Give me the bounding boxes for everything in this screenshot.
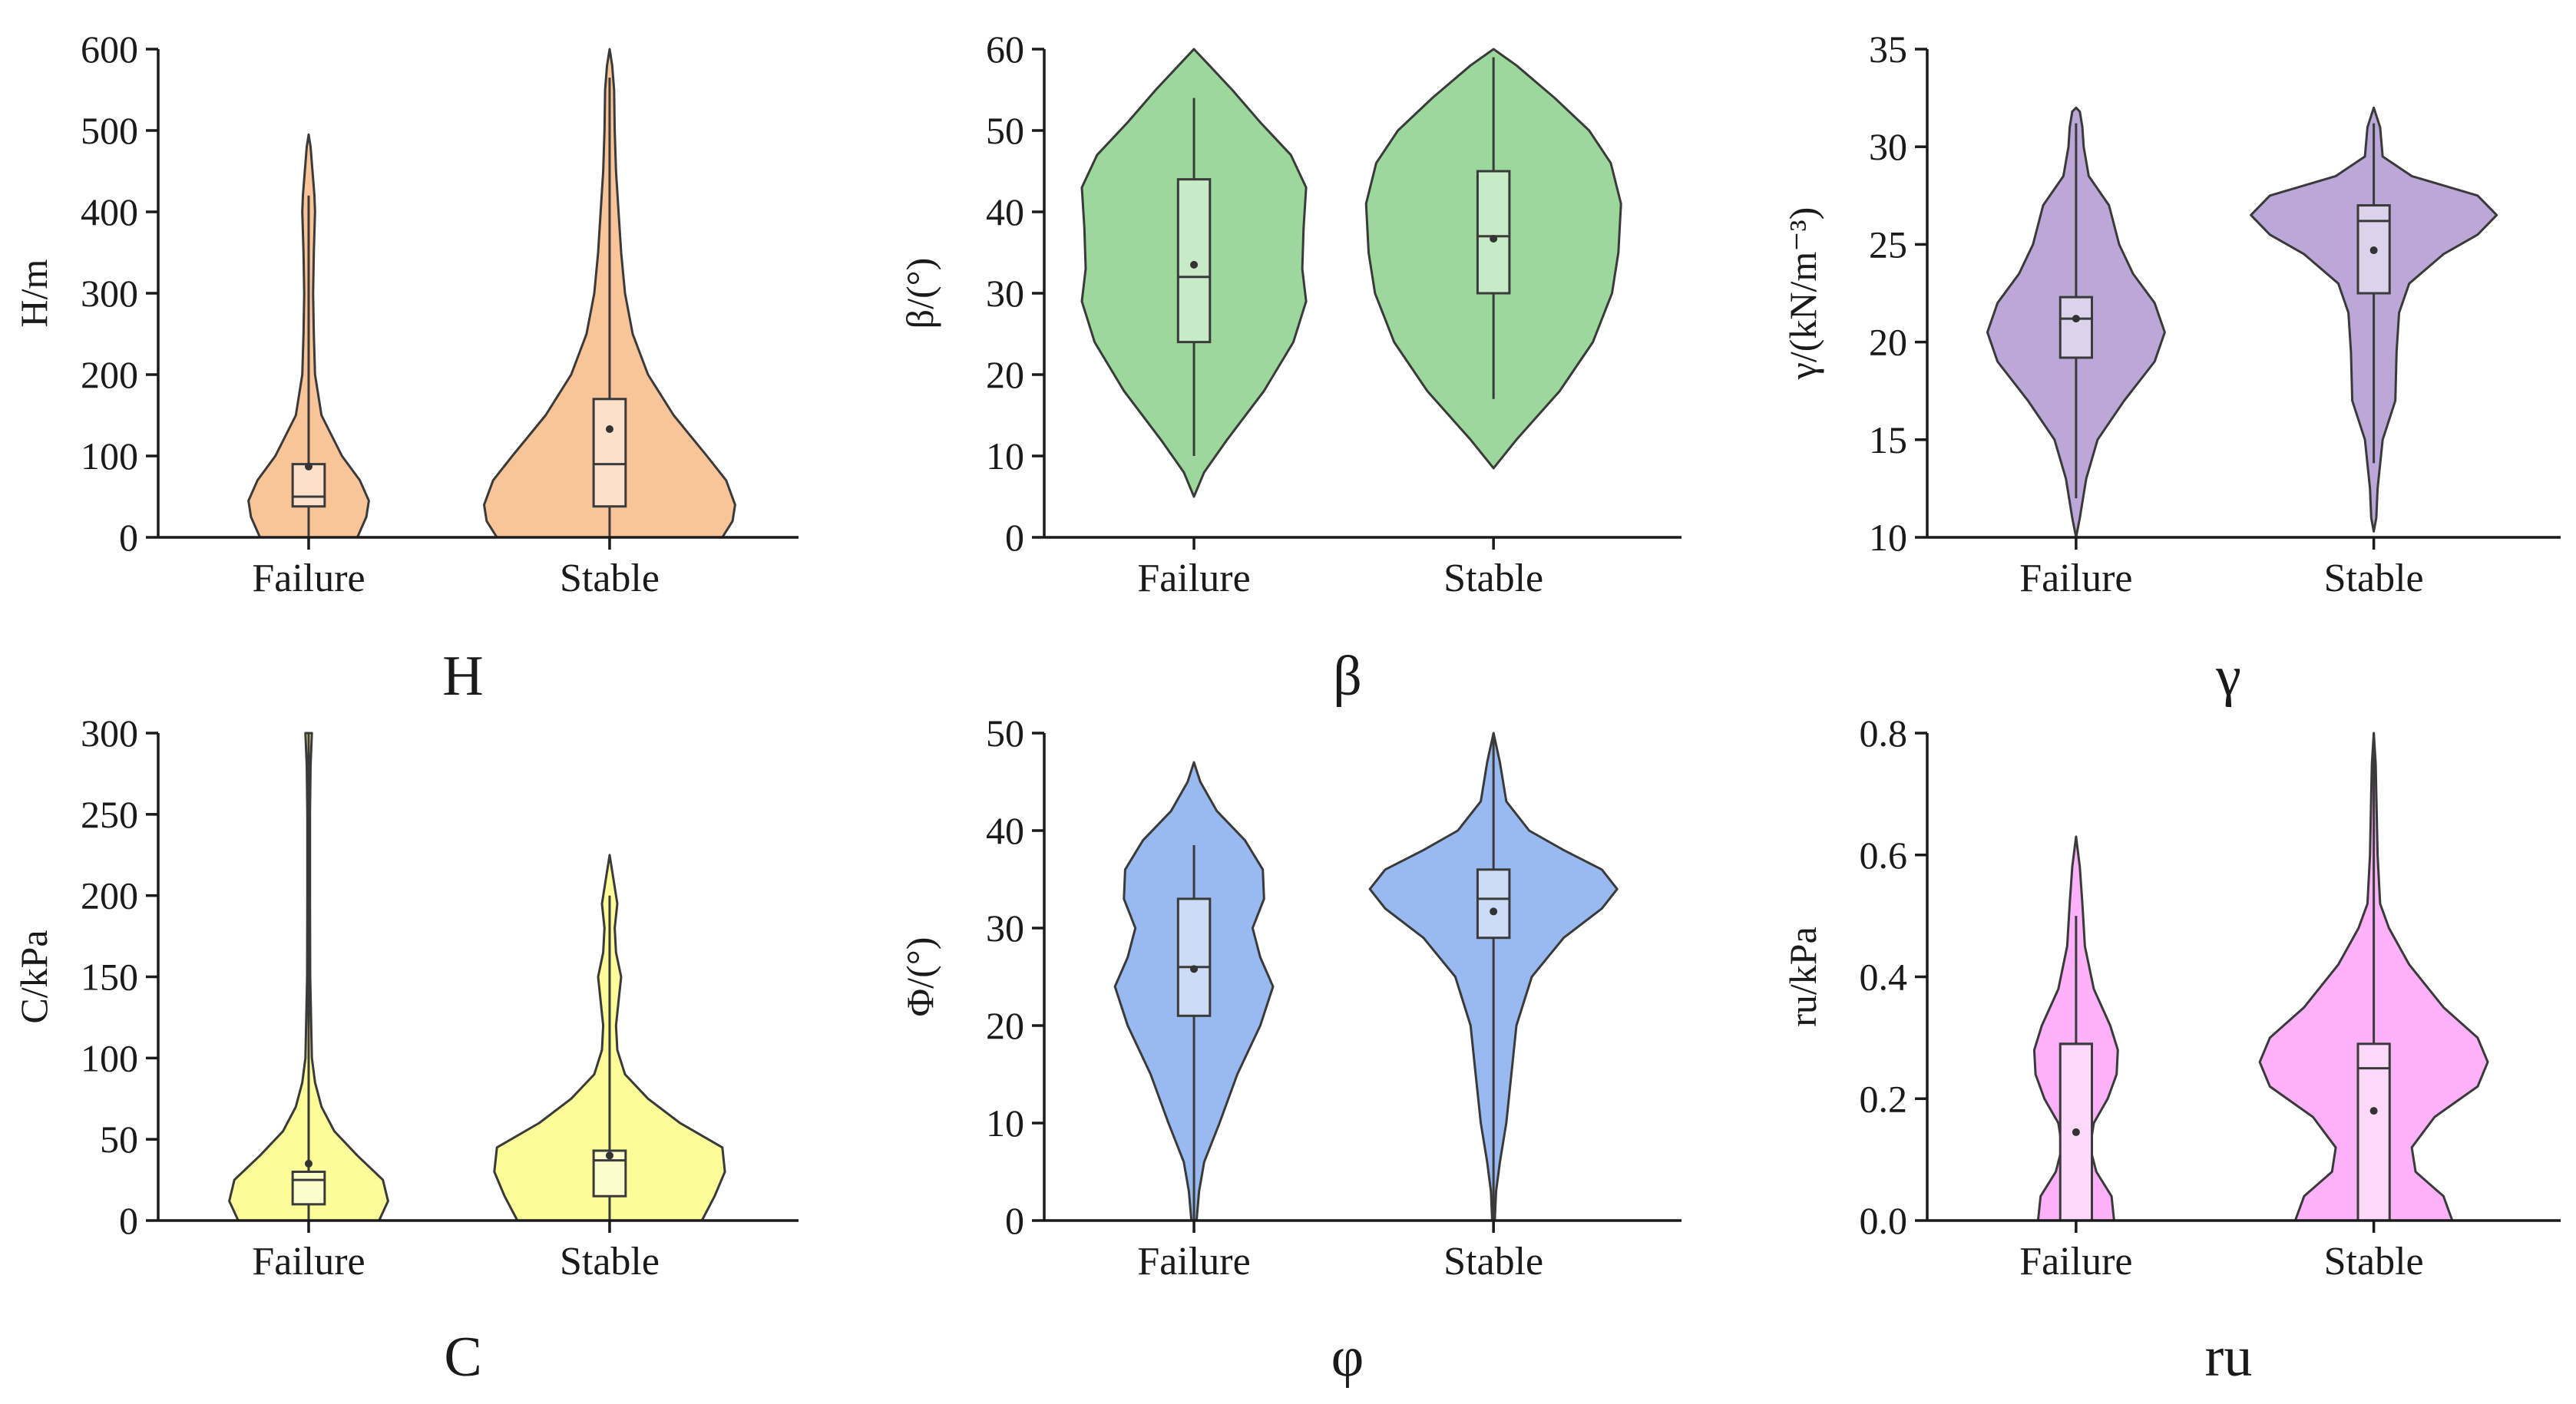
chart-panel-C: 0 50 100 150 200 250 300 Failure Stable C/kPa C [12, 712, 799, 1389]
y-tick-label: 15 [1869, 418, 1907, 461]
panel-caption: H [442, 645, 483, 708]
y-tick-label: 0.6 [1860, 834, 1908, 877]
x-category-label: Stable [1443, 1240, 1543, 1283]
mean-point-stable [2369, 246, 2378, 255]
y-tick-label: 10 [986, 434, 1024, 477]
mean-point-failure [304, 1159, 312, 1168]
y-tick-label: 400 [81, 190, 138, 233]
y-tick-label: 200 [81, 353, 138, 396]
y-tick-label: 40 [986, 809, 1024, 852]
chart-panel-φ: 0 10 20 30 40 50 Failure Stable Φ/(°) φ [898, 712, 1682, 1389]
panel-caption: β [1333, 645, 1362, 708]
y-tick-label: 150 [81, 956, 138, 999]
chart-panel-β: 0 10 20 30 40 50 60 Failure Stable β/(°) β [898, 28, 1682, 708]
y-tick-label: 0.4 [1860, 956, 1908, 999]
x-category-label: Stable [2324, 1240, 2424, 1283]
x-category-label: Stable [1443, 557, 1543, 600]
panel-caption: γ [2215, 645, 2241, 708]
y-axis-title: γ/(kN/m⁻³) [1781, 207, 1824, 381]
x-category-label: Stable [560, 557, 660, 600]
y-tick-label: 40 [986, 190, 1024, 233]
x-category-label: Failure [1137, 557, 1250, 600]
y-tick-label: 300 [81, 272, 138, 315]
y-tick-label: 300 [81, 712, 138, 755]
x-category-label: Failure [2019, 1240, 2132, 1283]
y-tick-label: 25 [1869, 223, 1907, 266]
iqr-box-failure [291, 463, 326, 508]
y-tick-label: 200 [81, 874, 138, 917]
y-axis-title: Φ/(°) [898, 937, 941, 1017]
chart-panel-γ: 10 15 20 25 30 35 Failure Stable γ/(kN/m⁻³) γ [1781, 28, 2561, 708]
y-tick-label: 20 [986, 1004, 1024, 1047]
chart-panel-H: 0 100 200 300 400 500 600 Failure Stable H/m H [12, 28, 799, 708]
y-tick-label: 30 [986, 272, 1024, 315]
y-axis-title: C/kPa [12, 930, 55, 1023]
y-tick-label: 600 [81, 28, 138, 71]
x-category-label: Failure [2019, 557, 2132, 600]
mean-point-failure [1190, 260, 1199, 269]
y-tick-label: 20 [986, 353, 1024, 396]
y-tick-label: 0 [1005, 1199, 1024, 1242]
mean-point-failure [1190, 965, 1199, 973]
iqr-box-failure [291, 1171, 326, 1206]
panel-caption: ru [2205, 1326, 2253, 1389]
iqr-box-failure [2058, 296, 2093, 359]
chart-panel-ru: 0.0 0.2 0.4 0.6 0.8 Failure Stable ru/kPa ru [1781, 712, 2561, 1389]
y-tick-label: 100 [81, 1036, 138, 1079]
panel-caption: φ [1331, 1326, 1364, 1389]
iqr-box-stable [1476, 170, 1511, 295]
mean-point-stable [1490, 907, 1498, 916]
mean-point-stable [605, 425, 613, 434]
y-tick-label: 0.0 [1860, 1199, 1908, 1242]
iqr-box-stable [1476, 868, 1511, 940]
y-tick-label: 0.2 [1860, 1077, 1908, 1120]
x-category-label: Failure [252, 1240, 365, 1283]
y-tick-label: 10 [986, 1102, 1024, 1145]
y-tick-label: 60 [986, 28, 1024, 71]
x-category-label: Stable [2324, 557, 2424, 600]
iqr-box-failure [1176, 897, 1212, 1017]
y-tick-label: 0 [119, 516, 138, 559]
mean-point-stable [605, 1151, 613, 1160]
iqr-box-stable [2356, 1042, 2391, 1222]
y-axis-title: β/(°) [898, 258, 941, 329]
y-tick-label: 50 [986, 712, 1024, 755]
y-tick-label: 50 [100, 1118, 138, 1161]
y-tick-label: 30 [1869, 125, 1907, 168]
iqr-box-stable [592, 398, 627, 508]
y-tick-label: 35 [1869, 28, 1907, 71]
y-tick-label: 100 [81, 434, 138, 477]
y-tick-label: 0 [119, 1199, 138, 1242]
iqr-box-failure [1176, 178, 1212, 344]
panel-caption: C [444, 1326, 481, 1389]
y-axis-title: H/m [12, 259, 55, 327]
mean-point-stable [2369, 1107, 2378, 1115]
y-tick-label: 500 [81, 109, 138, 152]
mean-point-stable [1490, 234, 1498, 243]
mean-point-failure [304, 462, 312, 471]
y-axis-title: ru/kPa [1781, 927, 1824, 1027]
y-tick-label: 0.8 [1860, 712, 1908, 755]
x-category-label: Failure [252, 557, 365, 600]
y-tick-label: 30 [986, 907, 1024, 950]
mean-point-failure [2072, 1128, 2080, 1136]
y-tick-label: 250 [81, 793, 138, 836]
mean-point-failure [2072, 315, 2080, 323]
y-tick-label: 20 [1869, 321, 1907, 364]
y-tick-label: 50 [986, 109, 1024, 152]
x-category-label: Stable [560, 1240, 660, 1283]
x-category-label: Failure [1137, 1240, 1250, 1283]
y-tick-label: 10 [1869, 516, 1907, 559]
y-tick-label: 0 [1005, 516, 1024, 559]
